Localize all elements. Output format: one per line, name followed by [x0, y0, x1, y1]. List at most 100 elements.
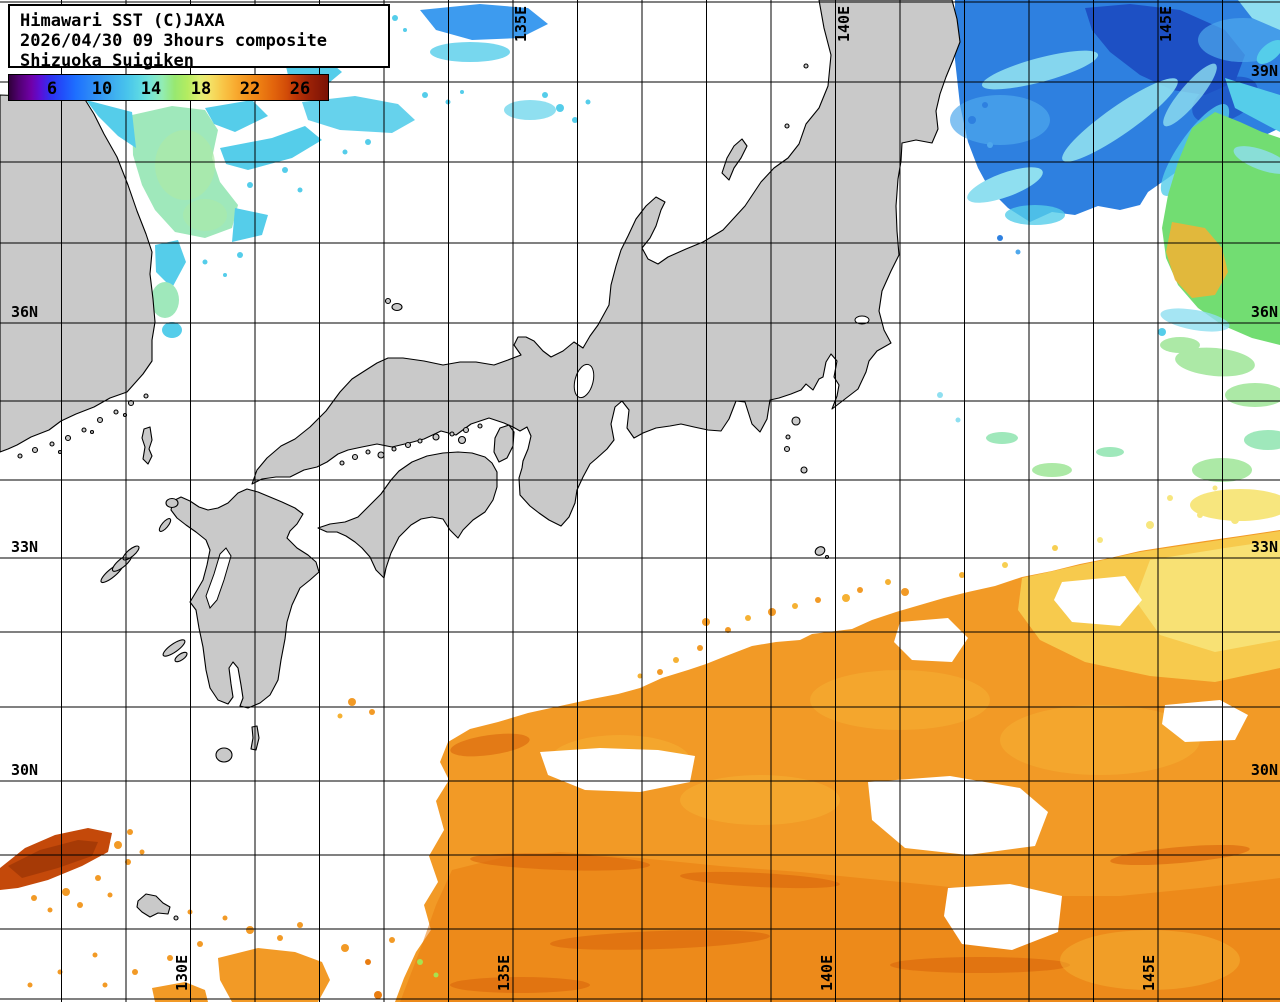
landmass: [0, 0, 961, 921]
sst-amber-texture: [1060, 930, 1240, 990]
sst-speckle: [1259, 505, 1265, 511]
sst-cyan-fringe: [86, 100, 136, 148]
sst-speckle: [114, 841, 122, 849]
longitude-label-top: 145E: [1157, 5, 1175, 42]
sst-speckle: [392, 15, 398, 21]
sst-burnt-streak: [680, 871, 840, 889]
sst-speckle: [1233, 365, 1243, 375]
cloud-gap: [868, 776, 1048, 855]
sst-speckle: [237, 252, 243, 258]
temperature-colorbar: 6 10 14 18 22 26: [8, 74, 329, 101]
sst-speckles: [27, 15, 1265, 999]
island-awaji: [493, 424, 515, 463]
sst-speckle: [341, 944, 349, 952]
sst-speckle: [31, 895, 37, 901]
sst-speckle: [369, 709, 375, 715]
inland-sea-islet: [462, 426, 470, 434]
sst-speckle: [745, 615, 751, 621]
island-koshiki: [174, 651, 188, 663]
sst-cyan-band: [1005, 205, 1065, 225]
sst-speckle: [102, 982, 108, 988]
sst-speckle: [1158, 328, 1166, 336]
island-awashima: [784, 123, 790, 129]
sst-speckle: [95, 875, 101, 881]
sst-speckle: [982, 102, 988, 108]
colorbar-tick: 10: [91, 79, 113, 99]
land-kyushu: [170, 488, 320, 709]
sst-burnt-streak: [550, 930, 770, 950]
island-oki: [391, 302, 403, 312]
sst-cyan-fringe: [232, 208, 268, 242]
sst-lightblue-soft: [1198, 18, 1280, 62]
island-izu: [783, 445, 791, 453]
sst-cyan-edge: [1225, 78, 1280, 132]
longitude-label-top: 140E: [834, 5, 853, 42]
island-tsushima: [141, 426, 153, 465]
title-line-3: Shizuoka Suigiken: [20, 51, 194, 71]
sst-speckle: [297, 922, 303, 928]
sst-speckle: [637, 673, 643, 679]
island-amami-islet: [173, 915, 179, 921]
sst-amber-texture: [1000, 705, 1200, 775]
sst-speckle: [815, 597, 821, 603]
cloud-gap: [944, 884, 1062, 950]
sst-speckle: [433, 972, 439, 978]
sst-palecyan-streak: [1160, 308, 1230, 332]
sst-speckle: [842, 594, 850, 602]
cloud-gap: [1054, 576, 1142, 626]
sst-speckle: [673, 657, 679, 663]
island-hachijo: [814, 546, 826, 556]
sst-cyan-fringe: [205, 100, 268, 132]
sst-speckle: [959, 572, 965, 578]
sst-speckle: [1231, 516, 1239, 524]
land-honshu: [251, 0, 961, 527]
sst-cyan-fringe: [220, 126, 322, 170]
sst-speckle: [222, 915, 228, 921]
sst-burnt-streak: [450, 977, 590, 993]
island-goto: [122, 545, 140, 561]
sst-speckle: [901, 588, 909, 596]
sst-speckle: [374, 991, 382, 999]
sst-speckle: [403, 28, 407, 32]
korea-islet: [89, 429, 95, 435]
cloud-gap: [894, 618, 968, 662]
inland-sea-islet: [351, 453, 359, 461]
sst-orange-patch: [152, 982, 208, 1002]
latitude-label-right: 36N: [1250, 303, 1278, 321]
latitude-label-right: 30N: [1250, 761, 1278, 779]
latitude-label-left: 33N: [11, 538, 39, 556]
lake-biwa: [573, 363, 595, 399]
sst-speckle: [282, 167, 288, 173]
sst-speckle: [223, 273, 227, 277]
sst-cyan-fringe: [155, 240, 186, 288]
sst-speckle: [697, 645, 703, 651]
sst-speckle: [342, 149, 348, 155]
sst-speckle: [337, 713, 343, 719]
sst-burnt-streak: [470, 853, 650, 871]
lake-kasumigaura: [854, 315, 870, 325]
island-amami: [136, 893, 171, 918]
sst-paleyellow-blob: [1190, 489, 1280, 521]
latitude-label-left: 30N: [11, 761, 39, 779]
sst-palegreen-blob: [1160, 337, 1200, 353]
inland-sea-islet: [339, 460, 345, 466]
inland-sea-islet: [377, 451, 385, 459]
island-koshiki: [162, 639, 186, 657]
sst-palegreen-blob: [1225, 383, 1280, 407]
sst-mint-blob: [1244, 430, 1280, 450]
inland-sea-islet: [365, 449, 371, 455]
land-korea: [0, 94, 156, 453]
korea-islet: [31, 446, 39, 454]
island-izu: [800, 466, 808, 474]
sst-mint-blob: [986, 432, 1018, 444]
inland-sea-islet: [457, 435, 467, 445]
sst-mint-blob: [1096, 447, 1124, 457]
sst-speckle: [77, 902, 83, 908]
sst-speckle: [107, 892, 113, 898]
island-oki: [384, 297, 392, 305]
korea-islet: [17, 453, 23, 459]
sst-cyan-patch: [302, 96, 415, 133]
sst-speckle: [997, 235, 1003, 241]
sst-mint-blob: [151, 282, 179, 318]
